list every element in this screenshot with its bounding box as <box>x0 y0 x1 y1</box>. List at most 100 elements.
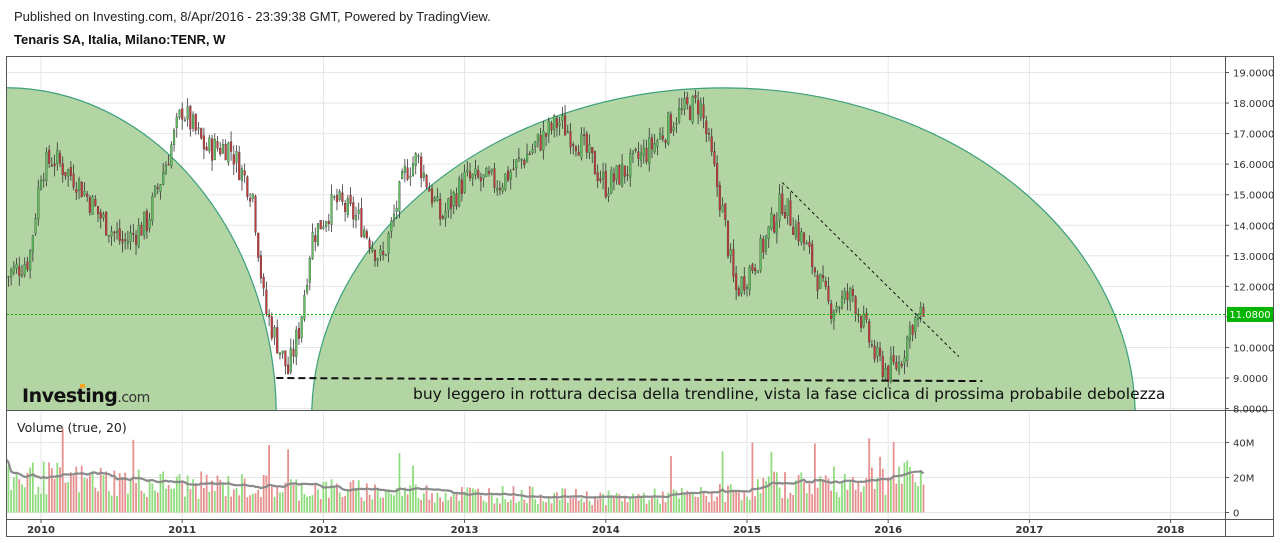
candle-body <box>80 181 83 198</box>
candle <box>813 266 816 277</box>
candle-body <box>463 171 466 193</box>
candle-body <box>840 296 844 308</box>
candle-body <box>273 327 276 338</box>
candle-body <box>34 218 37 234</box>
volume-bar <box>105 471 108 513</box>
candle-body <box>857 314 860 316</box>
candle-body <box>526 153 529 163</box>
candle-body <box>745 287 749 289</box>
candle <box>501 182 504 194</box>
volume-bar <box>162 471 165 513</box>
candle-body <box>645 148 648 162</box>
candle <box>917 313 920 328</box>
volume-bar <box>7 465 10 513</box>
volume-bar <box>838 497 841 513</box>
candle-body <box>550 122 553 131</box>
svg-text:Investing.com: Investing.com <box>22 385 150 407</box>
volume-bar <box>422 493 425 513</box>
cycle-arc <box>7 87 277 410</box>
volume-bar <box>78 492 80 513</box>
candle <box>58 149 62 167</box>
candle-body <box>433 198 436 202</box>
volume-bar <box>865 478 868 513</box>
candle <box>341 184 344 206</box>
candle-body <box>859 316 863 328</box>
support-line <box>276 377 983 383</box>
candle <box>593 150 596 175</box>
candle <box>251 192 254 203</box>
candle-body <box>783 212 787 218</box>
candle-body <box>748 267 751 290</box>
candle-body <box>762 238 765 253</box>
candle-body <box>653 143 656 152</box>
candle-body <box>344 203 347 212</box>
candle <box>479 172 482 192</box>
candle <box>124 232 127 250</box>
candle-body <box>384 254 387 256</box>
volume-bar <box>257 489 260 513</box>
volume-bar <box>553 493 556 513</box>
candle-body <box>906 336 909 361</box>
candle-body <box>607 192 610 197</box>
volume-bar <box>784 472 786 513</box>
candle-body <box>661 135 664 140</box>
candle-body <box>479 177 482 182</box>
volume-bar <box>488 488 490 513</box>
candle <box>387 231 390 263</box>
candle-body <box>452 192 455 207</box>
candle <box>558 116 561 136</box>
volume-bar <box>860 491 862 513</box>
candle <box>159 183 162 200</box>
volume-bar <box>276 486 279 513</box>
candle-body <box>18 266 21 276</box>
candle <box>645 139 648 165</box>
volume-bar <box>181 482 184 513</box>
candlestick-series <box>7 89 925 388</box>
volume-bar <box>805 493 808 513</box>
candle <box>718 181 721 217</box>
price-tick-label: 15.0000 <box>1233 191 1274 202</box>
volume-bar <box>173 488 175 513</box>
candle-body <box>83 190 86 196</box>
candle-body <box>379 249 382 256</box>
candle-body <box>827 286 830 302</box>
candle-body <box>854 296 857 315</box>
volume-bar <box>716 496 719 513</box>
candle <box>550 120 553 135</box>
volume-bar <box>830 490 833 513</box>
candle-body <box>466 169 469 173</box>
candle-body <box>669 114 673 133</box>
candle <box>811 240 814 275</box>
candle-body <box>246 176 249 197</box>
volume-bar <box>849 480 852 513</box>
candle-body <box>91 196 94 215</box>
volume-bar <box>303 494 306 513</box>
volume-bar <box>137 469 140 513</box>
candle-body <box>482 174 485 179</box>
candle-body <box>392 213 396 220</box>
candle <box>520 158 523 169</box>
candle-body <box>23 264 26 275</box>
volume-bar <box>327 497 330 513</box>
volume-bar <box>621 501 623 513</box>
candle <box>876 341 879 363</box>
trendline <box>781 182 960 357</box>
candle-body <box>439 198 442 220</box>
volume-bar <box>583 502 585 513</box>
time-tick-label: 2017 <box>1015 525 1043 536</box>
candle-body <box>694 95 697 99</box>
candle <box>368 236 371 254</box>
candle-body <box>759 238 762 271</box>
volume-bar <box>702 492 705 513</box>
candle-body <box>15 263 18 269</box>
candle-body <box>365 231 368 238</box>
candle <box>580 127 583 161</box>
candle <box>490 168 493 176</box>
candle-body <box>99 212 102 219</box>
candle-body <box>691 96 694 123</box>
candle-body <box>278 352 282 355</box>
candle <box>591 147 594 164</box>
candle <box>531 143 534 155</box>
candle-body <box>37 187 40 220</box>
